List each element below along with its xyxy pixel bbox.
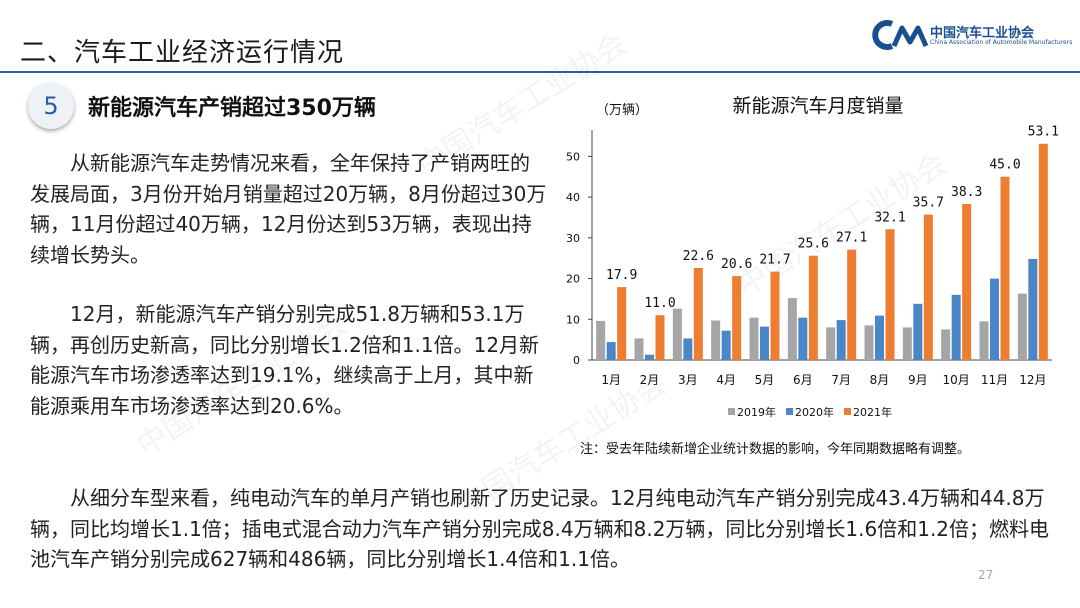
data-label: 21.7	[759, 253, 790, 268]
y-axis-unit-label: （万辆）	[596, 103, 648, 118]
bar-2019年	[864, 325, 874, 360]
section-number-badge: 5	[28, 83, 74, 129]
data-label: 20.6	[721, 257, 752, 272]
legend-label: 2021年	[853, 405, 892, 419]
bar-2019年	[902, 327, 912, 360]
bar-2021年	[655, 315, 665, 360]
bar-2020年	[683, 338, 693, 360]
bar-2020年	[1028, 258, 1038, 360]
association-logo: 中国汽车工业协会 China Association of Automobile…	[872, 18, 1072, 54]
bar-2021年	[732, 276, 742, 360]
logo-name-en: China Association of Automobile Manufact…	[930, 39, 1073, 46]
x-tick-label: 10月	[943, 373, 970, 387]
bar-2021年	[770, 271, 780, 360]
bar-2021年	[962, 204, 972, 360]
data-label: 35.7	[913, 196, 944, 211]
bar-2020年	[645, 354, 654, 360]
bar-2021年	[885, 229, 895, 360]
chart-footnote: 注：受去年陆续新增企业统计数据的影响，今年同期数据略有调整。	[580, 442, 971, 457]
bar-2021年	[1038, 143, 1048, 360]
paragraph-text: 12月，新能源汽车产销分别完成51.8万辆和53.1万辆，再创历史新高，同比分别…	[30, 302, 540, 418]
chart-title: 新能源汽车月度销量	[732, 95, 903, 117]
data-label: 45.0	[989, 158, 1020, 173]
bar-2020年	[836, 320, 846, 360]
x-tick-label: 9月	[908, 373, 928, 387]
bar-2021年	[923, 214, 933, 360]
section-title: 新能源汽车产销超过350万辆	[88, 96, 376, 121]
x-tick-label: 3月	[678, 373, 698, 387]
paragraph-segments: 从细分车型来看，纯电动汽车的单月产销也刷新了历史记录。12月纯电动汽车产销分别完…	[30, 483, 1050, 575]
y-tick-label: 0	[573, 354, 580, 367]
x-tick-label: 11月	[981, 373, 1008, 387]
data-label: 32.1	[874, 210, 905, 225]
x-tick-label: 4月	[716, 373, 736, 387]
bar-2019年	[826, 327, 836, 360]
bar-2020年	[913, 303, 923, 360]
data-label: 53.1	[1028, 125, 1059, 140]
bar-2020年	[606, 342, 616, 360]
logo-mark-icon	[872, 20, 928, 50]
bar-2020年	[951, 294, 961, 360]
y-tick-label: 20	[566, 273, 580, 286]
data-label: 17.9	[606, 268, 637, 283]
x-tick-label: 2月	[640, 373, 660, 387]
data-label: 11.0	[644, 296, 675, 311]
y-tick-label: 50	[566, 150, 580, 163]
page-number: 27	[978, 568, 994, 582]
paragraph-text: 从细分车型来看，纯电动汽车的单月产销也刷新了历史记录。12月纯电动汽车产销分别完…	[30, 486, 1050, 571]
bar-2019年	[596, 320, 606, 360]
legend-label: 2019年	[737, 405, 776, 419]
bar-2019年	[1017, 293, 1027, 360]
y-tick-label: 40	[566, 191, 580, 204]
legend-swatch	[786, 408, 793, 415]
bar-2020年	[721, 330, 731, 360]
bar-2021年	[847, 249, 857, 360]
legend-swatch	[844, 408, 851, 415]
data-label: 22.6	[683, 249, 714, 264]
bar-2020年	[990, 278, 999, 360]
bar-2020年	[875, 315, 884, 360]
header-divider	[0, 71, 1080, 73]
logo-name-cn: 中国汽车工业协会	[930, 26, 1035, 41]
data-label: 27.1	[836, 231, 867, 246]
bar-2019年	[787, 298, 797, 360]
bar-2019年	[941, 329, 951, 360]
x-tick-label: 5月	[755, 373, 775, 387]
x-tick-label: 7月	[831, 373, 851, 387]
bar-2021年	[617, 287, 627, 360]
x-tick-label: 1月	[601, 373, 621, 387]
bar-2021年	[808, 255, 818, 360]
x-tick-label: 12月	[1019, 373, 1046, 387]
bar-2020年	[760, 326, 769, 360]
bar-2020年	[798, 317, 808, 360]
x-tick-label: 6月	[793, 373, 813, 387]
y-tick-label: 10	[566, 313, 580, 326]
legend-swatch	[728, 408, 735, 415]
bar-2019年	[634, 338, 644, 360]
x-tick-label: 8月	[870, 373, 890, 387]
data-label: 38.3	[951, 185, 982, 200]
legend-label: 2020年	[795, 405, 834, 419]
bar-2021年	[693, 267, 703, 360]
bar-2019年	[979, 321, 989, 360]
monthly-sales-chart: 新能源汽车月度销量 （万辆） 0 10 20 30 40 50 17.9 1月 11.0 2月 22.6…	[566, 95, 1059, 419]
y-tick-label: 30	[566, 232, 580, 245]
paragraph-text: 从新能源汽车走势情况来看，全年保持了产销两旺的发展局面，3月份开始月销量超过20…	[30, 151, 547, 267]
data-label: 25.6	[798, 237, 829, 252]
paragraph-december: 12月，新能源汽车产销分别完成51.8万辆和53.1万辆，再创历史新高，同比分别…	[30, 299, 548, 421]
paragraph-trend: 从新能源汽车走势情况来看，全年保持了产销两旺的发展局面，3月份开始月销量超过20…	[30, 148, 548, 270]
bar-2021年	[1000, 176, 1010, 360]
page-header-title: 二、汽车工业经济运行情况	[20, 38, 345, 68]
bar-2019年	[749, 317, 759, 360]
bar-2019年	[672, 308, 682, 360]
bar-2019年	[711, 320, 721, 360]
